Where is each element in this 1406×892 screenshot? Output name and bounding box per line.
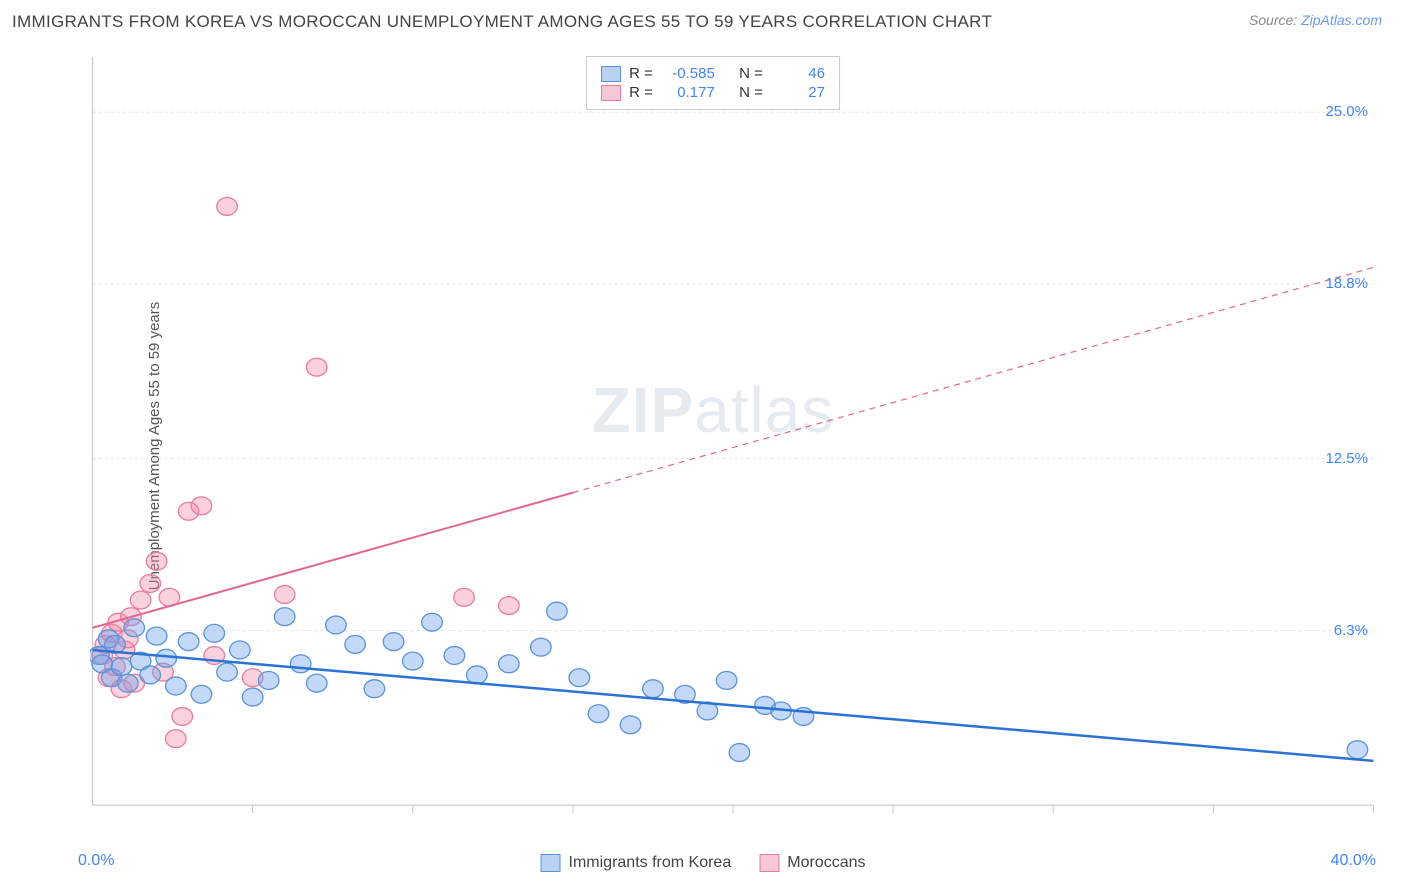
correlation-legend: R = -0.585 N = 46 R = 0.177 N = 27 xyxy=(586,56,840,110)
legend-r-moroccans: 0.177 xyxy=(661,84,715,101)
source-attribution: Source: ZipAtlas.com xyxy=(1249,12,1382,28)
chart-title: IMMIGRANTS FROM KOREA VS MOROCCAN UNEMPL… xyxy=(12,12,992,32)
chart-area: R = -0.585 N = 46 R = 0.177 N = 27 ZIPat… xyxy=(50,50,1376,832)
swatch-korea-icon xyxy=(541,854,561,872)
legend-r-label: R = xyxy=(629,65,653,82)
swatch-moroccans-icon xyxy=(759,854,779,872)
swatch-moroccans xyxy=(601,85,621,101)
legend-n-moroccans: 27 xyxy=(771,84,825,101)
source-link[interactable]: ZipAtlas.com xyxy=(1301,12,1382,28)
y-tick-label: 12.5% xyxy=(1325,450,1368,467)
source-prefix: Source: xyxy=(1249,12,1301,28)
y-tick-label: 6.3% xyxy=(1334,622,1368,639)
y-tick-label: 25.0% xyxy=(1325,103,1368,120)
x-axis-max: 40.0% xyxy=(1331,852,1376,870)
legend-item-korea: Immigrants from Korea xyxy=(541,854,732,872)
swatch-korea xyxy=(601,66,621,82)
legend-label-moroccans: Moroccans xyxy=(787,854,865,872)
legend-label-korea: Immigrants from Korea xyxy=(569,854,732,872)
legend-r-label: R = xyxy=(629,84,653,101)
legend-item-moroccans: Moroccans xyxy=(759,854,865,872)
legend-n-label: N = xyxy=(739,84,763,101)
scatter-plot xyxy=(90,50,1376,832)
legend-row-moroccans: R = 0.177 N = 27 xyxy=(601,84,825,101)
y-tick-label: 18.8% xyxy=(1325,275,1368,292)
legend-row-korea: R = -0.585 N = 46 xyxy=(601,65,825,82)
series-legend: Immigrants from Korea Moroccans xyxy=(541,854,866,872)
legend-r-korea: -0.585 xyxy=(661,65,715,82)
legend-n-korea: 46 xyxy=(771,65,825,82)
legend-n-label: N = xyxy=(739,65,763,82)
x-axis-min: 0.0% xyxy=(78,852,114,870)
